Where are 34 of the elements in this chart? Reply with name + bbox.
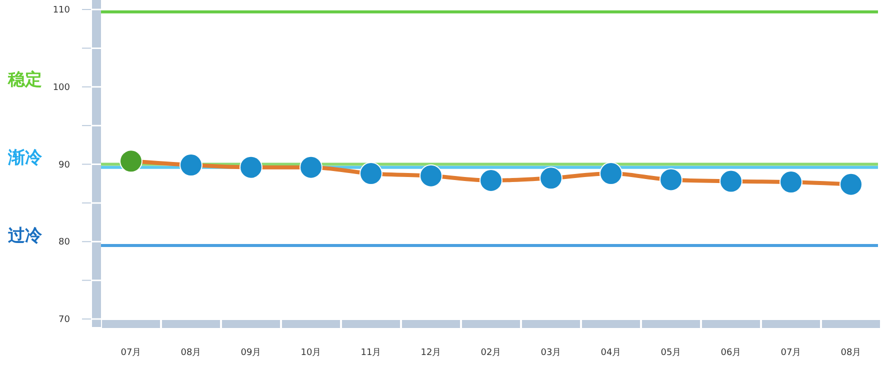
point: [360, 162, 382, 186]
x-tick-label: 08月: [180, 348, 202, 358]
x-tick-label: 11月: [360, 348, 382, 358]
y-tick-label: 90: [58, 160, 70, 170]
point: [420, 164, 442, 188]
x-tick-label: 07月: [780, 348, 802, 358]
x-tick-label: 07月: [120, 348, 142, 358]
x-tick-label: 09月: [240, 348, 262, 358]
x-tick-label: 06月: [720, 348, 742, 358]
x-tick-label: 10月: [300, 348, 322, 358]
text: 稳定: [7, 70, 42, 90]
point: [240, 156, 262, 179]
point: [540, 166, 562, 190]
x-tick-label: 12月: [420, 348, 442, 358]
x-tick-label: 05月: [660, 348, 682, 358]
x-tick-label: 04月: [600, 348, 622, 358]
y-tick-label: 110: [52, 6, 70, 16]
point: [600, 162, 622, 186]
point: [480, 169, 502, 192]
point: [720, 170, 742, 193]
y-tick-label: 70: [58, 315, 70, 325]
point: [300, 156, 322, 179]
x-tick-label: 08月: [840, 348, 862, 358]
text: 渐冷: [7, 148, 43, 168]
y-tick-label: 100: [52, 82, 70, 93]
text: 过冷: [7, 226, 43, 246]
point: [180, 154, 202, 176]
point: [120, 150, 142, 173]
point: [660, 168, 682, 192]
point: [840, 172, 862, 196]
point: [780, 170, 802, 194]
x-tick-label: 03月: [540, 348, 562, 358]
y-tick-label: 80: [58, 238, 70, 248]
x-tick-label: 02月: [480, 348, 502, 358]
